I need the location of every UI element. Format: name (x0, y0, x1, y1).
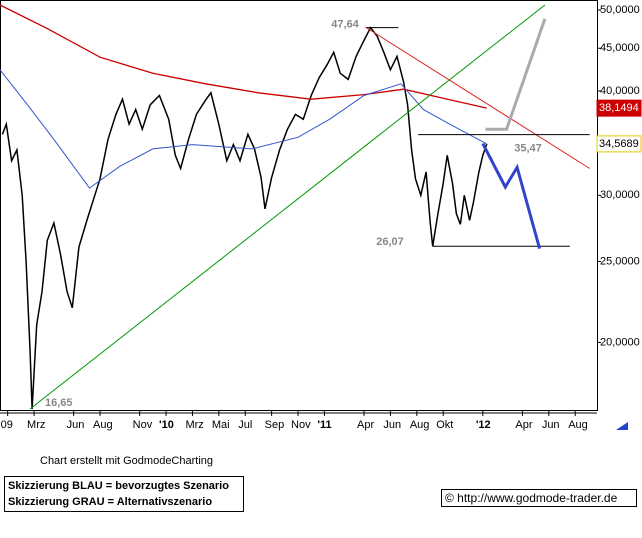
x-tick-label: Mrz (27, 419, 45, 431)
series-line (365, 26, 590, 169)
price-box (596, 99, 642, 117)
annotation: 35,47 (514, 142, 542, 154)
x-tick-label: Apr (357, 419, 374, 431)
series-line (481, 142, 542, 250)
x-tick-label: '10 (159, 419, 174, 431)
x-tick-label: '11 (317, 419, 331, 431)
x-tick-label: Aug (568, 419, 588, 431)
x-tick-label: Nov (291, 419, 311, 431)
series-line (485, 18, 547, 131)
y-tick-label: 30,0000 (600, 189, 640, 201)
price-box (596, 135, 642, 153)
annotation: 16,65 (45, 397, 73, 409)
x-tick-label: Apr (515, 419, 532, 431)
y-tick-label: 45,0000 (600, 42, 640, 54)
x-tick-label: Jul (238, 419, 252, 431)
x-tick-label: Jun (542, 419, 560, 431)
gray-note: Skizzierung GRAU = Alternativszenario (8, 496, 213, 508)
series-line (0, 69, 488, 189)
series-line (1, 26, 488, 409)
x-tick-label: 09 (1, 419, 13, 431)
annotation: 47,64 (331, 18, 359, 30)
x-tick-label: Mai (212, 419, 230, 431)
x-tick-label: Okt (436, 419, 453, 431)
scroll-icon[interactable] (616, 422, 628, 430)
y-tick-label: 25,0000 (600, 255, 640, 267)
x-tick-label: Jun (67, 419, 85, 431)
price-box-label: 34,5689 (599, 138, 639, 150)
price-box-label: 38,1494 (599, 102, 639, 114)
blue-note: Skizzierung BLAU = bevorzugtes Szenario (8, 480, 229, 492)
y-tick-label: 20,0000 (600, 336, 640, 348)
y-tick-label: 50,0000 (600, 4, 640, 16)
chart: 50,0000 45,0000 40,0000 30,0000 25,0000 20,00… (0, 0, 642, 431)
series-line (29, 4, 546, 410)
x-tick-label: Jun (383, 419, 401, 431)
x-tick-label: Mrz (185, 419, 203, 431)
x-tick-label: '12 (476, 419, 491, 431)
plot-frame (0, 0, 598, 411)
credit: Chart erstellt mit GodmodeCharting (40, 455, 214, 467)
url-box[interactable]: © http://www.godmode-trader.de (441, 489, 637, 507)
annotation: 26,07 (376, 236, 404, 248)
x-tick-label: Aug (93, 419, 113, 431)
legend-box: Skizzierung BLAU = bevorzugtes Szenario … (4, 476, 244, 512)
x-tick-label: Aug (410, 419, 430, 431)
y-tick-label: 40,0000 (600, 85, 640, 97)
x-tick-label: Nov (133, 419, 153, 431)
series-line (0, 4, 487, 109)
x-tick-label: Sep (265, 419, 285, 431)
